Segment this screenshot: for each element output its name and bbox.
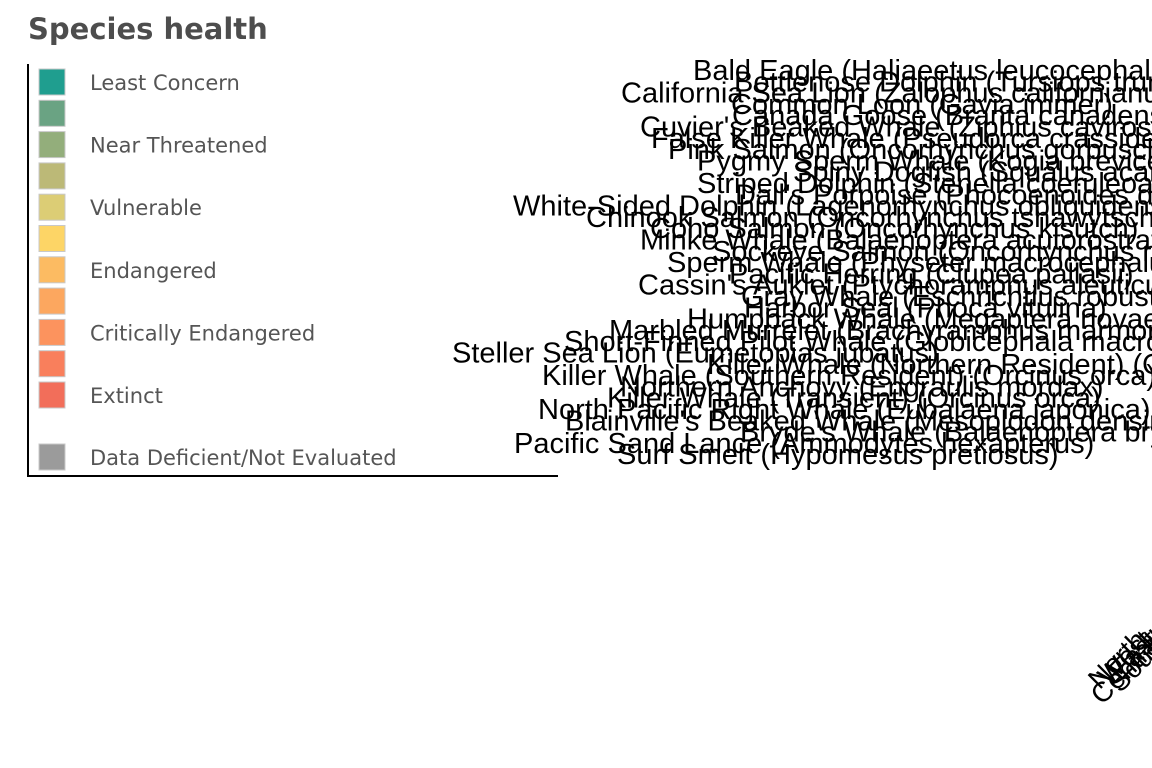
y-tick-label: Killer Whale (Southern Resident) (Orcinu…	[542, 360, 1152, 392]
legend-label-4: Vulnerable	[90, 196, 202, 220]
y-tick-label: Spiny Dogfish (Squalus acanthias)	[793, 157, 1152, 189]
y-tick-label: Striped Dolphin (Stenella coeruleoalba)	[697, 168, 1152, 200]
legend-key-8	[38, 318, 66, 346]
y-tick-label: Cassin's Auklet (Ptychoramphus aleuticus…	[638, 270, 1152, 302]
legend-title: Species health	[28, 12, 268, 46]
y-tick-label: Harbor Seal (Phoca vitulina)	[744, 292, 1107, 324]
y-tick-label: Dall's Porpoise (Phocoenoides dalli)	[735, 179, 1152, 211]
y-tick-label: Sperm Whale (Physeter macrocephalus)	[667, 247, 1152, 279]
y-tick-label: California Sea Lion (Zalophus california…	[621, 78, 1152, 110]
legend-key-6	[38, 256, 66, 284]
y-tick-label: Sockeye Salmon (Oncorhynchus nerka)	[712, 236, 1152, 268]
y-tick-label: Bryde's Whale (Balaenoptera brydei)	[740, 417, 1152, 449]
y-tick-label: Pygmy Sperm Whale (Kogia breviceps)	[697, 145, 1152, 177]
legend-label-10: Extinct	[90, 384, 163, 408]
legend-key-9	[38, 350, 66, 378]
legend-label-2: Near Threatened	[90, 134, 268, 158]
y-tick-label: Steller Sea Lion (Eumetopias jubatus)	[452, 338, 939, 370]
legend-label-6: Endangered	[90, 259, 217, 283]
y-tick-label: False Killer Whale (Pseudorca crassidens…	[651, 123, 1152, 155]
legend-key-11	[38, 443, 66, 471]
legend-key-4	[38, 193, 66, 221]
y-tick-label: Marbled Murrelet (Brachyramphus marmorat…	[609, 315, 1152, 347]
y-tick-label: Killer Whale (Northern Resident) (Orcinu…	[707, 349, 1152, 381]
y-tick-label: Common Loon (Gavia immer)	[731, 89, 1113, 121]
y-tick-label: Pacific Sand Lance (Ammodytes hexapterus…	[514, 428, 1094, 460]
legend-key-0	[38, 68, 66, 96]
y-tick-label: Minke Whale (Balaenoptera acutorostrata)	[640, 225, 1152, 257]
legend-key-1	[38, 99, 66, 127]
legend-key-3	[38, 162, 66, 190]
y-tick-label: Pacific Herring (Clupea pallasii)	[729, 258, 1134, 290]
y-tick-label: Gray Whale (Eschrichtius robustus)	[741, 281, 1152, 313]
y-tick-label: Coho Salmon (Oncorhynchus kisutch)	[650, 213, 1138, 245]
y-tick-label: Humpback Whale (Megaptera novaeangliae)	[687, 304, 1152, 336]
legend-key-7	[38, 287, 66, 315]
legend-label-11: Data Deficient/Not Evaluated	[90, 446, 397, 470]
y-tick-label: North Pacific Right Whale (Eubalaena jap…	[538, 394, 1151, 426]
legend-key-10	[38, 381, 66, 409]
y-tick-label: Short-Finned Pilot Whale (Globicephala m…	[564, 326, 1152, 358]
y-tick-label: White-Sided Dolphin (Lagenorhynchus obli…	[513, 191, 1152, 223]
y-tick-label: Cuvier's Beaked Whale (Ziphius cavirostr…	[640, 112, 1152, 144]
y-tick-label: Blainville's Beaked Whale (Mesoplodon de…	[565, 405, 1152, 437]
y-tick-label: Pink Salmon (Oncorhynchus gorbuscha)	[668, 134, 1152, 166]
y-tick-label: Northern Anchovy (Engraulis mordax)	[620, 371, 1104, 403]
legend-label-8: Critically Endangered	[90, 321, 315, 345]
y-tick-label: Surf Smelt (Hypomesus pretiosus)	[617, 439, 1059, 471]
y-tick-label: Killer Whale (Transient) (Orcinus orca)	[607, 383, 1101, 415]
legend-key-2	[38, 131, 66, 159]
y-tick-label: Chinook Salmon (Oncorhynchus tshawytscha…	[586, 202, 1152, 234]
y-tick-label: Bald Eagle (Haliaeetus leucocephalus)	[693, 55, 1152, 87]
y-tick-label: Bottlenose Dolphin (Tursiops truncatus)	[734, 66, 1152, 98]
legend-key-5	[38, 225, 66, 252]
legend-label-0: Least Concern	[90, 71, 240, 95]
y-tick-label: Canada Goose (Branta canadensis)	[732, 100, 1152, 132]
